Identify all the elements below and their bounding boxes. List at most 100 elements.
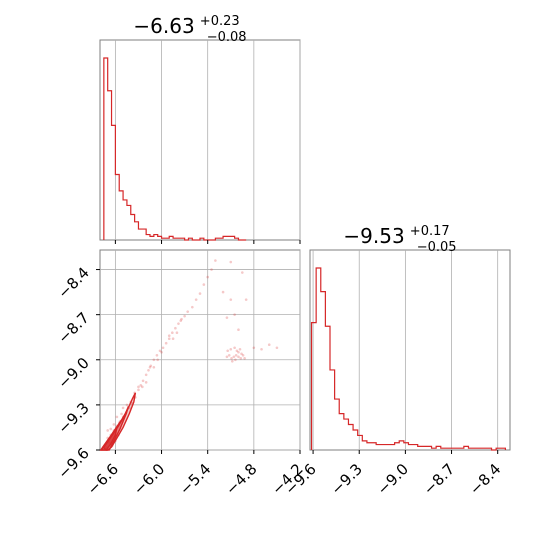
hist-panel-top-left: −6.63 +0.23 −0.08 [99, 10, 301, 244]
hist1-frame [99, 39, 301, 241]
scatter-point [109, 427, 113, 431]
scatter-point [229, 260, 233, 264]
scatter-point [144, 373, 148, 377]
scatter-point [232, 355, 236, 359]
hist1-step-line [103, 57, 247, 241]
scatter-y-tick-label: −8.7 [54, 309, 92, 347]
scatter-point [144, 381, 148, 384]
scatter-point [125, 403, 129, 407]
hist1-grid [114, 40, 301, 240]
scatter-grid [100, 250, 301, 451]
scatter-point [160, 350, 163, 354]
scatter-point [206, 275, 209, 279]
hist2-x-ticks: −9.6 −9.3 −9.0 −8.7 −8.4 [281, 450, 504, 499]
scatter-point [164, 341, 168, 345]
scatter-point [120, 412, 123, 416]
scatter-point [171, 331, 174, 335]
scatter-point [214, 259, 217, 262]
scatter-point [141, 385, 144, 389]
scatter-point [252, 346, 256, 350]
scatter-point [139, 384, 143, 387]
scatter-point [106, 429, 109, 432]
scatter-point [137, 385, 140, 389]
scatter-point [152, 365, 156, 369]
scatter-point [239, 356, 243, 360]
scatter-point [198, 292, 202, 295]
scatter-point [210, 268, 213, 271]
scatter-point [177, 322, 180, 325]
scatter-point [155, 353, 159, 357]
scatter-point [240, 352, 243, 356]
scatter-point [237, 328, 240, 331]
scatter-point [267, 343, 271, 347]
scatter-point [225, 316, 229, 319]
scatter-point [221, 290, 225, 294]
scatter-point [231, 359, 234, 363]
hist1-title: −6.63 +0.23 −0.08 [133, 10, 246, 45]
scatter-y-tick-label: −9.3 [54, 399, 92, 437]
scatter-y-tick-label: −9.0 [54, 354, 92, 392]
scatter-point [233, 313, 236, 316]
scatter-point [115, 415, 119, 419]
scatter-point [243, 356, 246, 360]
scatter-point [121, 406, 125, 410]
hist2-grid [312, 250, 499, 450]
scatter-point [174, 326, 177, 330]
scatter-point [149, 364, 153, 368]
scatter-point [202, 283, 206, 286]
scatter-x-ticks: −6.6 −6.0 −5.4 −4.8 −4.2 [84, 450, 307, 499]
scatter-point [260, 347, 263, 351]
scatter-x-tick-label: −4.8 [222, 460, 260, 498]
hist1-title-sub: −0.08 [207, 30, 247, 45]
scatter-point [225, 355, 229, 359]
scatter-point [191, 305, 194, 309]
scatter-point [229, 347, 233, 351]
scatter-point [241, 353, 245, 357]
scatter-point [141, 379, 145, 383]
scatter-point [137, 388, 140, 392]
scatter-point [180, 317, 183, 321]
hist2-tick-label: −9.3 [327, 460, 365, 498]
scatter-point [241, 271, 244, 274]
hist2-title-sup: +0.17 [410, 224, 450, 239]
hist1-ticks [114, 240, 301, 244]
hist1-title-sup: +0.23 [200, 14, 240, 29]
scatter-point [226, 349, 229, 353]
scatter-point [244, 298, 248, 301]
scatter-point [167, 334, 171, 338]
density-contour [102, 427, 118, 452]
scatter-frame [99, 249, 301, 451]
scatter-point [234, 358, 237, 362]
scatter-point [147, 369, 150, 372]
scatter-point [183, 314, 186, 318]
hist2-tick-label: −8.7 [420, 460, 458, 498]
scatter-point [161, 346, 165, 350]
scatter-point [237, 355, 240, 359]
scatter-point [186, 310, 189, 313]
scatter-point [148, 365, 152, 369]
scatter-point [167, 337, 171, 341]
hist2-title-value: −9.53 [343, 224, 404, 248]
scatter-points [104, 259, 279, 449]
scatter-point [234, 353, 238, 357]
scatter-point [233, 346, 236, 350]
scatter-point [156, 358, 159, 362]
hist-panel-bottom-right: −9.6 −9.3 −9.0 −8.7 −8.4 −9.53 +0.17 −0.05 [281, 224, 511, 499]
scatter-point [112, 423, 116, 426]
scatter-point [229, 298, 233, 301]
scatter-point [235, 349, 239, 353]
scatter-point [237, 350, 240, 354]
scatter-point [227, 353, 231, 357]
scatter-point [194, 298, 198, 301]
hist1-title-value: −6.63 [133, 14, 194, 38]
scatter-x-tick-label: −5.4 [176, 460, 214, 498]
scatter-contours [99, 392, 137, 452]
scatter-y-tick-label: −8.4 [54, 264, 92, 302]
hist2-title-sub: −0.05 [417, 240, 457, 255]
scatter-x-tick-label: −6.6 [84, 460, 122, 498]
scatter-y-ticks: −9.6 −9.3 −9.0 −8.7 −8.4 [54, 264, 100, 483]
scatter-panel-bottom-left: −6.6 −6.0 −5.4 −4.8 −4.2 −9.6 −9.3 −9.0 −8.7 −8.… [54, 249, 307, 499]
scatter-point [152, 358, 156, 362]
scatter-point [158, 349, 162, 353]
